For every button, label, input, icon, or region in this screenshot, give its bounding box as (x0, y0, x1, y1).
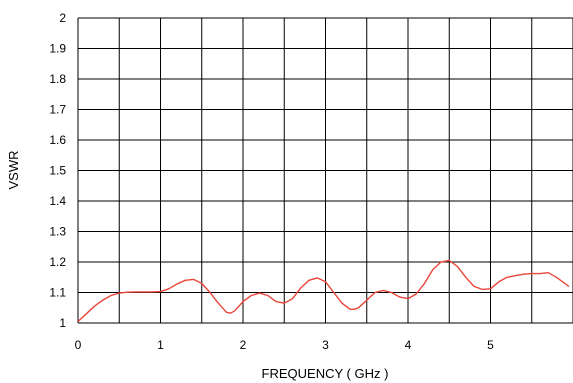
x-tick-label: 1 (157, 338, 164, 352)
grid-lines (77, 17, 573, 324)
x-tick-label: 3 (322, 338, 329, 352)
y-axis-label: VSWR (6, 151, 21, 190)
y-tick-label: 1.9 (49, 42, 66, 56)
y-tick-label: 1.5 (49, 164, 66, 178)
series-layer (77, 259, 570, 323)
x-tick-label: 4 (405, 338, 412, 352)
y-tick-label: 1.2 (49, 255, 66, 269)
y-tick-label: 1 (59, 316, 66, 330)
x-tick-label: 5 (487, 338, 494, 352)
x-axis-label: FREQUENCY ( GHz ) (262, 366, 389, 381)
y-tick-label: 1.7 (49, 103, 66, 117)
series-line (77, 259, 570, 323)
y-tick-label: 2 (59, 11, 66, 25)
x-tick-label: 2 (240, 338, 247, 352)
y-tick-label: 1.3 (49, 225, 66, 239)
y-tick-label: 1.1 (49, 286, 66, 300)
y-tick-label: 1.6 (49, 133, 66, 147)
x-tick-label: 0 (75, 338, 82, 352)
y-tick-labels: 1 1.1 1.2 1.3 1.4 1.5 1.6 1.7 1.8 1.9 2 (49, 11, 66, 330)
y-tick-label: 1.8 (49, 72, 66, 86)
x-tick-labels: 0 1 2 3 4 5 (75, 338, 495, 352)
y-tick-label: 1.4 (49, 194, 66, 208)
